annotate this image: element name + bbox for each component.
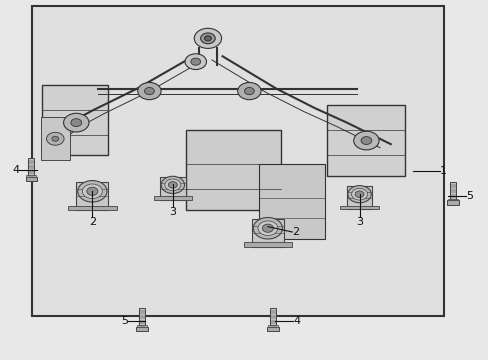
Circle shape [52, 136, 59, 141]
Bar [269, 308, 275, 327]
Bar [32, 6, 444, 316]
Bar [327, 105, 405, 176]
Circle shape [87, 187, 98, 195]
Circle shape [360, 136, 371, 144]
Circle shape [200, 33, 215, 44]
Bar [41, 117, 70, 160]
Bar [160, 177, 185, 199]
Bar [447, 199, 457, 201]
Bar [259, 164, 325, 239]
Bar [244, 242, 291, 247]
Circle shape [71, 119, 81, 127]
Bar [68, 206, 116, 210]
Bar [137, 325, 147, 327]
Bar [449, 182, 455, 201]
Bar [267, 325, 277, 327]
Circle shape [258, 221, 277, 235]
Circle shape [237, 82, 261, 100]
Bar [185, 130, 281, 211]
Bar [153, 196, 192, 199]
Circle shape [138, 82, 161, 100]
Bar [139, 308, 145, 327]
Circle shape [161, 176, 184, 193]
Bar [136, 327, 148, 331]
Circle shape [347, 186, 370, 203]
Bar [251, 219, 284, 247]
Bar [26, 175, 36, 177]
Circle shape [253, 217, 282, 239]
Circle shape [353, 131, 378, 150]
Circle shape [63, 113, 89, 132]
Circle shape [46, 132, 64, 145]
Bar [447, 201, 458, 205]
Text: 4: 4 [293, 316, 300, 325]
Circle shape [262, 224, 273, 232]
Circle shape [82, 184, 102, 199]
Circle shape [194, 28, 221, 48]
Circle shape [78, 180, 107, 202]
Circle shape [351, 188, 367, 200]
Bar [340, 206, 378, 209]
Text: 3: 3 [169, 207, 176, 217]
Bar [76, 182, 108, 210]
Circle shape [168, 181, 177, 188]
Circle shape [244, 87, 254, 95]
Bar [25, 177, 37, 181]
Text: 2: 2 [292, 227, 299, 237]
Bar [28, 158, 34, 177]
Circle shape [190, 58, 200, 65]
Text: 2: 2 [89, 217, 96, 226]
Text: 3: 3 [355, 217, 362, 226]
Circle shape [204, 36, 211, 41]
Bar [42, 85, 108, 155]
Bar [266, 327, 278, 331]
Text: 5: 5 [466, 191, 472, 201]
Circle shape [164, 179, 181, 191]
Circle shape [354, 191, 363, 198]
Text: 1: 1 [439, 166, 446, 176]
Bar [346, 186, 372, 209]
Circle shape [144, 87, 154, 95]
Text: 4: 4 [12, 165, 19, 175]
Circle shape [184, 54, 206, 69]
Text: 5: 5 [121, 316, 128, 325]
